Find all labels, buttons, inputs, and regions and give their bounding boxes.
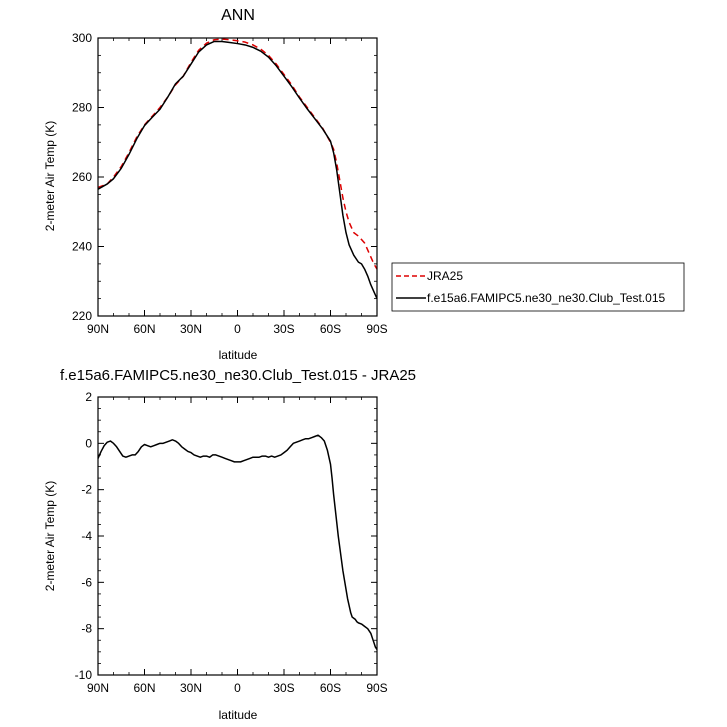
panel1-ticks: 90N 60N 30N 0 30S 60S 90S 220 240 260 280 300 <box>72 31 388 336</box>
panel2-xlabel: latitude <box>219 708 258 722</box>
p1-xtick-1-label: 60N <box>133 322 155 336</box>
p2-xtick-1-label: 60N <box>133 681 155 695</box>
legend: JRA25 f.e15a6.FAMIPC5.ne30_ne30.Club_Tes… <box>391 262 685 312</box>
p2-ytick-6-label: -10 <box>75 668 93 682</box>
p1-xtick-2-label: 30N <box>180 322 202 336</box>
p1-series-0-line <box>97 38 378 270</box>
difference-panel: f.e15a6.FAMIPC5.ne30_ne30.Club_Test.015 … <box>43 367 416 722</box>
p2-xtick-4-label: 30S <box>273 681 294 695</box>
p1-xtick-4-label: 30S <box>273 322 294 336</box>
panel1-series <box>97 38 378 299</box>
panel1-ylabel: 2-meter Air Temp (K) <box>43 121 57 231</box>
p1-ytick-2-label: 260 <box>72 170 92 184</box>
panel2-title: f.e15a6.FAMIPC5.ne30_ne30.Club_Test.015 … <box>60 367 416 384</box>
p2-xtick-0-label: 90N <box>87 681 109 695</box>
p1-ytick-1-label: 240 <box>72 240 92 254</box>
p1-series-1-line <box>97 40 378 299</box>
p2-ytick-0-label: 2 <box>85 390 92 404</box>
p1-ytick-4-label: 300 <box>72 31 92 45</box>
annual-temperature-panel: ANN 2-meter Air Temp (K) latitude 90N 60N… <box>43 7 388 362</box>
p1-xtick-6-label: 90S <box>366 322 387 336</box>
panel1-title: ANN <box>221 7 255 24</box>
panel2-ticks: 90N 60N 30N 0 30S 60S 90S 2 0 -2 -4 -6 -8 -10 <box>75 390 388 695</box>
p2-ytick-3-label: -4 <box>81 529 92 543</box>
p2-ytick-5-label: -8 <box>81 622 92 636</box>
legend-label-model: f.e15a6.FAMIPC5.ne30_ne30.Club_Test.015 <box>427 291 665 305</box>
p2-ytick-1-label: 0 <box>85 436 92 450</box>
p2-ytick-2-label: -2 <box>81 483 92 497</box>
p2-xtick-6-label: 90S <box>366 681 387 695</box>
p2-series-0-line <box>97 434 378 650</box>
panel2-ylabel: 2-meter Air Temp (K) <box>43 481 57 591</box>
p2-ytick-4-label: -6 <box>81 575 92 589</box>
panel2-frame <box>97 396 378 676</box>
p1-xtick-0-label: 90N <box>87 322 109 336</box>
p1-xtick-3-label: 0 <box>234 322 241 336</box>
legend-label-jra25: JRA25 <box>427 269 463 283</box>
p1-xtick-5-label: 60S <box>320 322 341 336</box>
panel1-frame <box>97 37 378 317</box>
legend-box <box>391 262 685 312</box>
panel2-series <box>97 434 378 650</box>
p2-xtick-2-label: 30N <box>180 681 202 695</box>
p2-xtick-3-label: 0 <box>234 681 241 695</box>
p1-ytick-0-label: 220 <box>72 309 92 323</box>
p1-ytick-3-label: 280 <box>72 101 92 115</box>
p2-xtick-5-label: 60S <box>320 681 341 695</box>
panel1-xlabel: latitude <box>219 348 258 362</box>
